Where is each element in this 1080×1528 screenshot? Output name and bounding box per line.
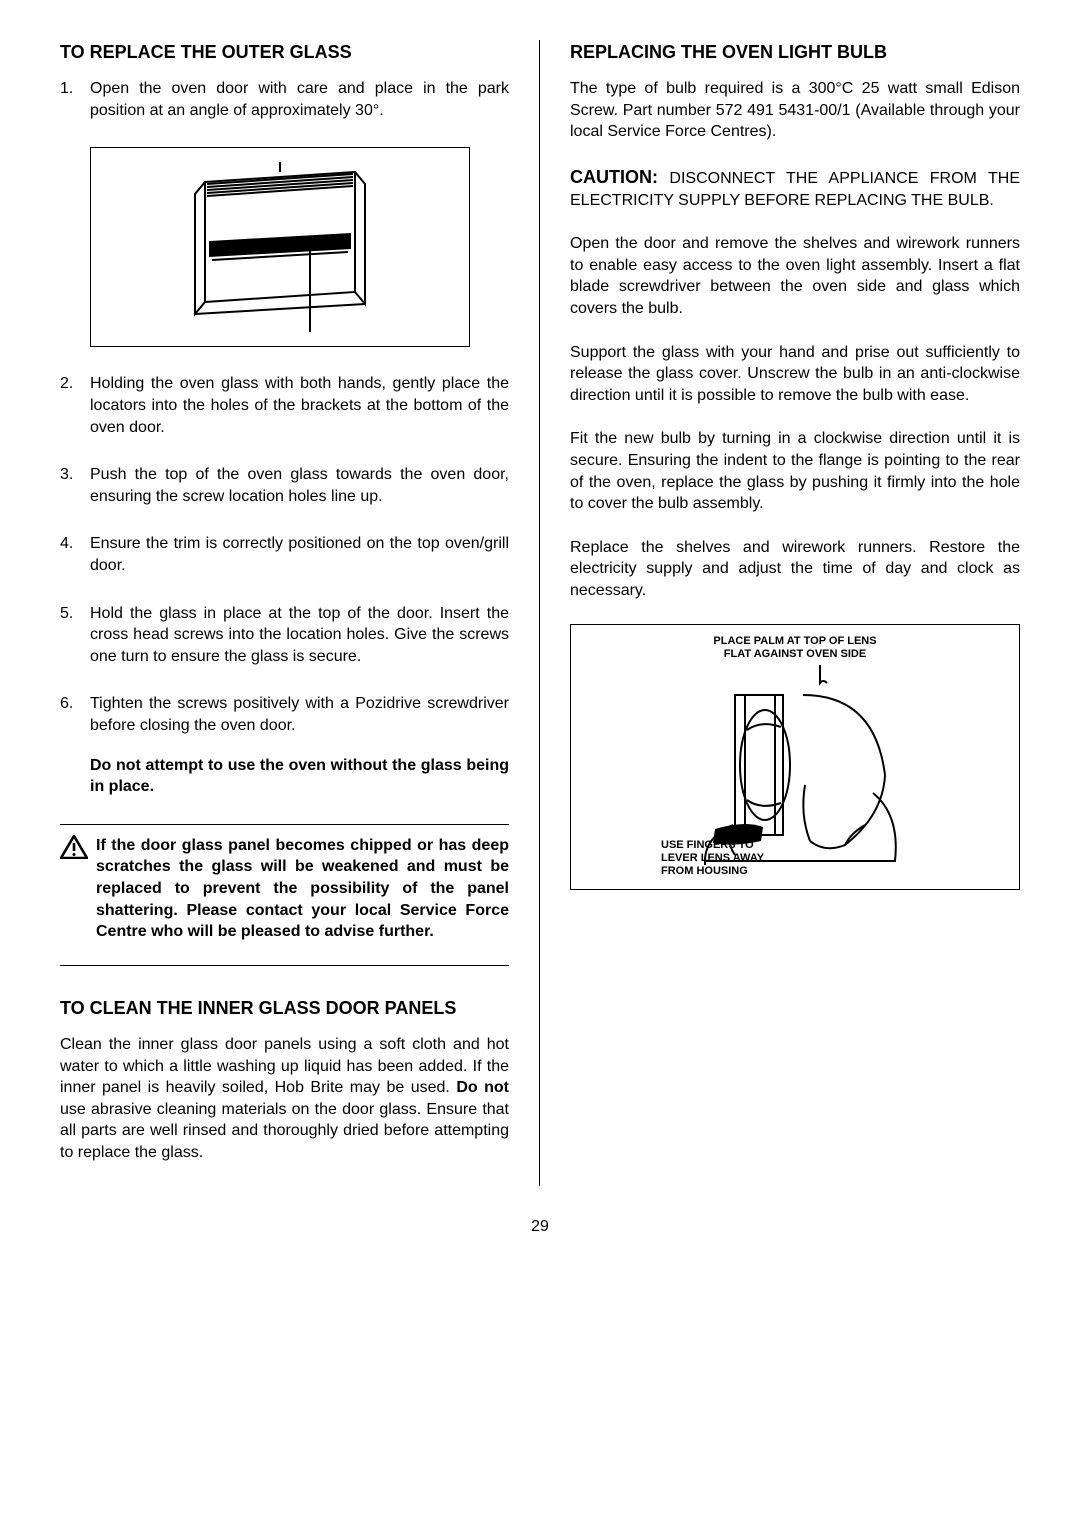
item-text: Tighten the screws positively with a Poz… [90, 693, 509, 736]
item-number: 3. [60, 464, 90, 507]
bulb-p5: Replace the shelves and wirework runners… [570, 537, 1020, 602]
left-column: TO REPLACE THE OUTER GLASS 1. Open the o… [60, 40, 540, 1186]
figure-lens-removal: PLACE PALM AT TOP OF LENS FLAT AGAINST O… [570, 624, 1020, 890]
list-item: 6. Tighten the screws positively with a … [60, 693, 509, 736]
item-text: Open the oven door with care and place i… [90, 78, 509, 121]
item-text: Push the top of the oven glass towards t… [90, 464, 509, 507]
item-text: Holding the oven glass with both hands, … [90, 373, 509, 438]
warning-text: If the door glass panel becomes chipped … [96, 835, 509, 943]
list-item: 5. Hold the glass in place at the top of… [60, 603, 509, 668]
item-number: 2. [60, 373, 90, 438]
fig-bot-line3: FROM HOUSING [661, 865, 748, 877]
item-number: 5. [60, 603, 90, 668]
caution-block: CAUTION: DISCONNECT THE APPLIANCE FROM T… [570, 165, 1020, 211]
bulb-p4: Fit the new bulb by turning in a clockwi… [570, 428, 1020, 514]
bulb-p3: Support the glass with your hand and pri… [570, 342, 1020, 407]
bulb-p2: Open the door and remove the shelves and… [570, 233, 1020, 319]
page-number: 29 [60, 1216, 1020, 1238]
heading-replace-bulb: REPLACING THE OVEN LIGHT BULB [570, 40, 1020, 64]
clean-post: use abrasive cleaning materials on the d… [60, 1101, 509, 1161]
clean-pre: Clean the inner glass door panels using … [60, 1036, 509, 1096]
bulb-p1: The type of bulb required is a 300°C 25 … [570, 78, 1020, 143]
oven-door-icon [165, 162, 395, 332]
item-number: 6. [60, 693, 90, 736]
fig-top-line2: FLAT AGAINST OVEN SIDE [724, 648, 866, 660]
list-item: 3. Push the top of the oven glass toward… [60, 464, 509, 507]
list-item: 1. Open the oven door with care and plac… [60, 78, 509, 121]
fig-bot-line2: LEVER LENS AWAY [661, 852, 764, 864]
item-number: 1. [60, 78, 90, 121]
heading-replace-outer-glass: TO REPLACE THE OUTER GLASS [60, 40, 509, 64]
clean-paragraph: Clean the inner glass door panels using … [60, 1034, 509, 1164]
warning-block: If the door glass panel becomes chipped … [60, 835, 509, 943]
note-text: Do not attempt to use the oven without t… [90, 755, 509, 798]
right-column: REPLACING THE OVEN LIGHT BULB The type o… [540, 40, 1020, 1186]
fig-top-line1: PLACE PALM AT TOP OF LENS [713, 635, 876, 647]
item-text: Ensure the trim is correctly positioned … [90, 533, 509, 576]
figure-label-bottom: USE FINGERS TO LEVER LENS AWAY FROM HOUS… [661, 839, 764, 879]
divider [60, 824, 509, 825]
fig-bot-line1: USE FINGERS TO [661, 839, 754, 851]
warning-triangle-icon [60, 835, 88, 859]
caution-label: CAUTION: [570, 167, 658, 187]
divider [60, 965, 509, 966]
list-item: 2. Holding the oven glass with both hand… [60, 373, 509, 438]
figure-label-top: PLACE PALM AT TOP OF LENS FLAT AGAINST O… [713, 635, 876, 661]
item-text: Hold the glass in place at the top of th… [90, 603, 509, 668]
lens-removal-icon [635, 665, 955, 865]
figure-oven-door [90, 147, 470, 347]
item-number: 4. [60, 533, 90, 576]
list-item: 4. Ensure the trim is correctly position… [60, 533, 509, 576]
two-column-layout: TO REPLACE THE OUTER GLASS 1. Open the o… [60, 40, 1020, 1186]
note-bold: Do not attempt to use the oven without t… [60, 755, 509, 798]
clean-bold: Do not [456, 1079, 509, 1096]
heading-clean-inner-glass: TO CLEAN THE INNER GLASS DOOR PANELS [60, 996, 509, 1020]
